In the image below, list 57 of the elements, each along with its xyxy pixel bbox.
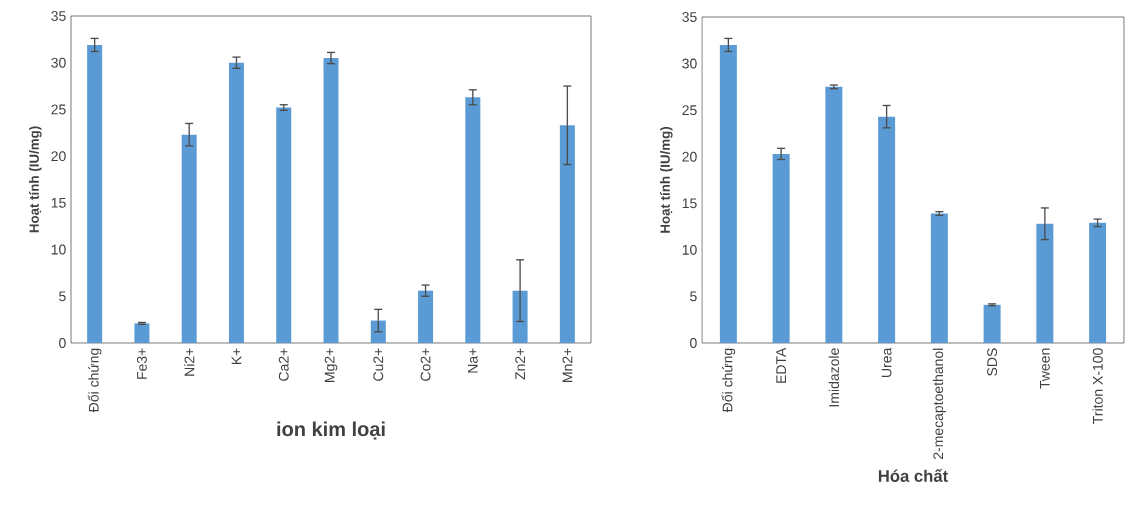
x-tick-label: Fe3+ <box>136 348 147 379</box>
y-tick-label: 10 <box>682 244 697 255</box>
bar <box>228 62 244 343</box>
x-tick-label: Ca2+ <box>278 348 289 381</box>
x-tick-label: Na+ <box>467 348 478 373</box>
bar <box>719 44 737 343</box>
y-tick-label: 0 <box>59 338 66 348</box>
y-tick-label: 35 <box>51 11 66 21</box>
bar <box>276 107 292 343</box>
y-axis-title: Hoạt tính (IU/mg) <box>659 126 673 233</box>
bar <box>930 213 948 343</box>
y-axis-title: Hoạt tính (IU/mg) <box>28 126 42 233</box>
y-tick-label: 20 <box>51 151 66 162</box>
y-tick-label: 25 <box>682 105 697 116</box>
y-tick-label: 35 <box>682 12 697 22</box>
y-tick-label: 5 <box>59 291 66 302</box>
bar <box>1036 223 1054 343</box>
x-tick-label: Cu2+ <box>373 348 384 381</box>
bar <box>418 290 434 343</box>
y-tick-label: 30 <box>682 58 697 69</box>
x-tick-label: Mn2+ <box>562 348 573 382</box>
y-tick-label: 15 <box>51 197 66 208</box>
x-tick-label: Tween <box>1039 348 1050 389</box>
x-tick-label: Đối chứng <box>87 348 102 413</box>
x-tick-label: Urea <box>881 347 892 377</box>
bar <box>559 125 575 343</box>
bar <box>87 44 103 343</box>
x-axis-title: Hóa chất <box>878 468 948 482</box>
y-tick-label: 30 <box>51 57 66 68</box>
x-tick-label: SDS <box>987 348 998 376</box>
x-tick-label: Imidazole <box>828 348 840 407</box>
bar <box>772 153 790 343</box>
bar <box>878 116 896 343</box>
bar <box>323 58 339 343</box>
bar <box>825 86 843 343</box>
bar <box>465 97 481 343</box>
x-axis-title: ion kim loại <box>277 421 385 440</box>
y-tick-label: 20 <box>682 151 697 162</box>
x-tick-label: 2-mecaptoethanol <box>932 348 946 460</box>
bar <box>134 323 150 343</box>
y-tick-label: 25 <box>51 104 66 115</box>
bar <box>983 304 1001 343</box>
y-tick-label: 15 <box>682 198 697 209</box>
x-tick-label: Zn2+ <box>515 348 525 380</box>
bar <box>181 134 197 343</box>
x-tick-label: K+ <box>231 348 242 365</box>
x-tick-label: Ni2+ <box>184 348 195 376</box>
bar <box>370 320 386 343</box>
x-tick-label: Triton X-100 <box>1092 348 1103 424</box>
x-tick-label: EDTA <box>776 347 786 383</box>
x-tick-label: Đối chứng <box>721 348 736 413</box>
y-tick-label: 0 <box>690 338 697 348</box>
x-tick-label: Mg2+ <box>324 348 338 382</box>
y-tick-label: 5 <box>690 291 697 302</box>
y-tick-label: 10 <box>51 244 66 255</box>
bar <box>1089 222 1107 343</box>
x-tick-label: Co2+ <box>420 348 431 381</box>
